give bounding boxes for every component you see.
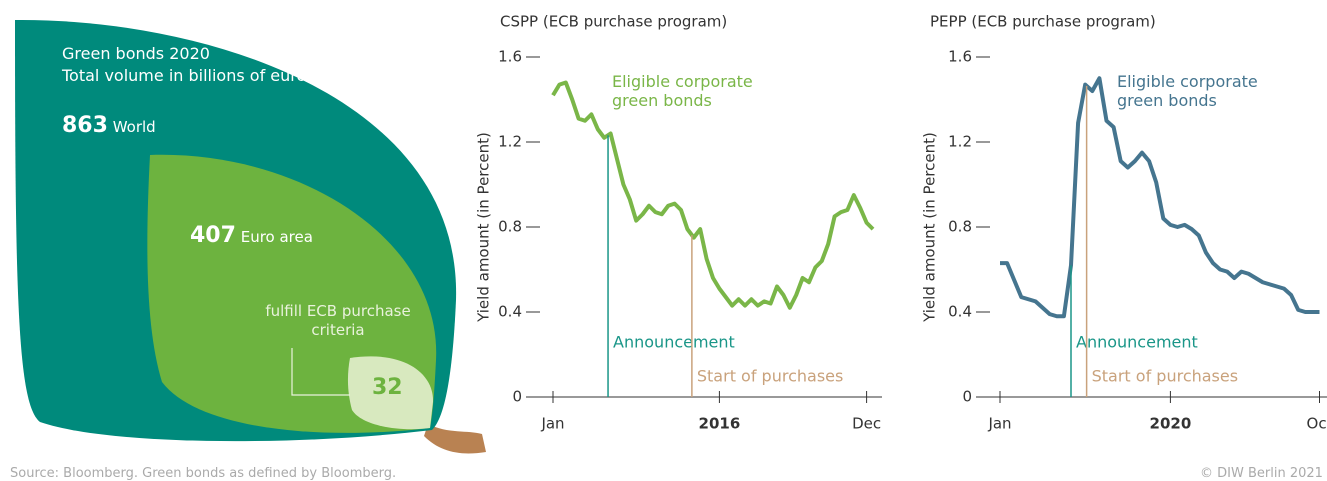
y-tick-label: 1.6: [498, 48, 522, 66]
y-tick-label: 1.2: [498, 133, 522, 151]
x-tick-label: Jan: [540, 415, 564, 433]
y-axis-label: Yield amount (in Percent): [475, 132, 493, 323]
leaf-subtitle: Total volume in billions of euros: [62, 66, 315, 85]
chart-title: PEPP (ECB purchase program): [930, 13, 1156, 31]
annotation-label: Announcement: [1076, 333, 1198, 352]
value-label: 863: [62, 113, 108, 138]
x-tick-label: 2020: [1150, 415, 1192, 433]
source: Source: Bloomberg. Green bonds as define…: [10, 466, 397, 481]
x-tick-label: 2016: [699, 415, 741, 433]
y-tick-label: 0.8: [948, 218, 972, 236]
chart-title: CSPP (ECB purchase program): [500, 13, 727, 31]
series-line: [1000, 76, 1320, 319]
y-tick-label: 1.6: [948, 48, 972, 66]
leaf: [347, 356, 434, 430]
x-tick-label: Oct: [1307, 415, 1327, 433]
x-tick-label: Dec: [852, 415, 881, 433]
y-tick-label: 0.4: [948, 303, 972, 321]
category-label: World: [112, 118, 156, 136]
y-tick-label: 0: [512, 388, 522, 406]
connector: [291, 348, 350, 396]
leaf-stem: [424, 424, 486, 454]
leaf-label: 863 World: [62, 113, 156, 138]
value-label: 407: [190, 223, 236, 248]
y-tick-label: 0.4: [498, 303, 522, 321]
annotation-label: Announcement: [613, 333, 735, 352]
category-label: Euro area: [240, 228, 313, 246]
category-label: fulfill ECB purchase criteria: [265, 302, 411, 339]
x-tick-label: Jan: [987, 415, 1011, 433]
y-axis-label: Yield amount (in Percent): [921, 132, 939, 323]
annotation-label: Start of purchases: [697, 367, 843, 386]
annotation-label: Start of purchases: [1092, 367, 1238, 386]
leaf-label: 407 Euro area: [190, 223, 313, 248]
series-label: Eligible corporate green bonds: [612, 72, 753, 110]
y-tick-label: 0.8: [498, 218, 522, 236]
leaf-title: Green bonds 2020: [62, 44, 210, 63]
series-label: Eligible corporate green bonds: [1117, 72, 1258, 110]
y-tick-label: 0: [962, 388, 972, 406]
copyright: © DIW Berlin 2021: [1200, 466, 1323, 481]
series-line: [551, 80, 875, 310]
y-tick-label: 1.2: [948, 133, 972, 151]
value-label: 32: [372, 375, 403, 400]
